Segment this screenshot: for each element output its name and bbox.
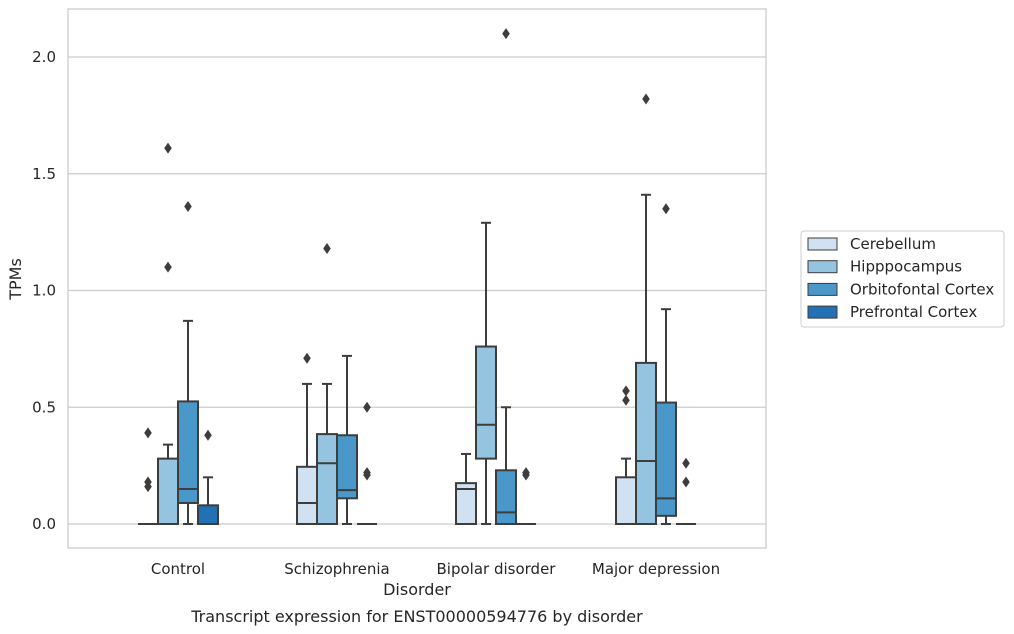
- box-body: [455, 482, 477, 526]
- outlier-point: [642, 93, 650, 105]
- box: [316, 242, 338, 526]
- y-axis-title: TPMs: [6, 258, 25, 301]
- box: [676, 457, 696, 525]
- series-cerebellum: [138, 352, 637, 526]
- chart-caption: Transcript expression for ENST0000059477…: [190, 607, 643, 626]
- plot-area-frame: [67, 8, 767, 549]
- x-tick-label: Control: [151, 560, 205, 578]
- box-body: [475, 345, 497, 460]
- box: [157, 142, 179, 525]
- box-body: [316, 433, 338, 526]
- outlier-point: [363, 469, 371, 481]
- legend-label: Cerebellum: [850, 235, 936, 253]
- y-tick-label: 1.0: [32, 282, 56, 300]
- series-prefrontal-cortex: [197, 401, 696, 526]
- x-tick-label: Schizophrenia: [284, 560, 389, 578]
- box-body: [655, 401, 677, 517]
- box-series-group: [138, 28, 696, 526]
- y-axis-ticks: 0.0 0.5 1.0 1.5 2.0: [32, 48, 56, 533]
- outlier-point: [303, 352, 311, 364]
- outlier-point: [662, 203, 670, 215]
- series-hipppocampus: [157, 93, 657, 526]
- legend-swatch: [807, 282, 838, 296]
- outlier-point: [622, 394, 630, 406]
- box: [475, 221, 497, 525]
- x-tick-label: Bipolar disorder: [437, 560, 557, 578]
- outlier-point: [363, 401, 371, 413]
- y-tick-label: 0.0: [32, 515, 56, 533]
- box: [495, 28, 517, 526]
- series-orbitofontal-cortex: [177, 28, 677, 526]
- box: [516, 467, 536, 525]
- legend-frame: [800, 230, 1005, 328]
- box-body: [157, 457, 179, 525]
- y-tick-label: 2.0: [32, 48, 56, 66]
- x-axis-ticks: Control Schizophrenia Bipolar disorder Majo…: [151, 560, 720, 578]
- outlier-point: [184, 200, 192, 212]
- outlier-point: [622, 385, 630, 397]
- outlier-point: [522, 469, 530, 481]
- box: [197, 429, 219, 526]
- legend-label: Prefrontal Cortex: [850, 303, 977, 321]
- outlier-point: [682, 457, 690, 469]
- box: [655, 203, 677, 525]
- legend-label: Hipppocampus: [850, 258, 962, 276]
- legend: Cerebellum Hipppocampus Orbitofontal Corte…: [800, 230, 1005, 328]
- box: [336, 354, 358, 525]
- box-body: [177, 400, 199, 504]
- box-body: [495, 469, 517, 526]
- box: [615, 385, 637, 525]
- legend-swatch: [807, 305, 838, 319]
- box-body: [197, 504, 219, 526]
- box: [455, 452, 477, 526]
- outlier-point: [682, 476, 690, 488]
- y-tick-label: 0.5: [32, 398, 56, 416]
- outlier-point: [204, 429, 212, 441]
- box: [635, 93, 657, 526]
- legend-label: Orbitofontal Cortex: [850, 280, 994, 298]
- box: [296, 352, 318, 526]
- outlier-point: [144, 481, 152, 493]
- outlier-point: [164, 142, 172, 154]
- legend-swatch: [807, 237, 838, 251]
- outlier-point: [164, 261, 172, 273]
- box: [138, 427, 158, 525]
- box: [357, 401, 377, 525]
- x-tick-label: Major depression: [592, 560, 720, 578]
- legend-swatch: [807, 260, 838, 274]
- y-tick-label: 1.5: [32, 165, 56, 183]
- box-body: [336, 434, 358, 500]
- outlier-point: [323, 242, 331, 254]
- box: [177, 200, 199, 525]
- box-body: [615, 476, 637, 525]
- x-axis-title: Disorder: [383, 580, 451, 599]
- box-body: [635, 361, 657, 526]
- outlier-point: [144, 427, 152, 439]
- outlier-point: [502, 28, 510, 40]
- box-body: [296, 465, 318, 526]
